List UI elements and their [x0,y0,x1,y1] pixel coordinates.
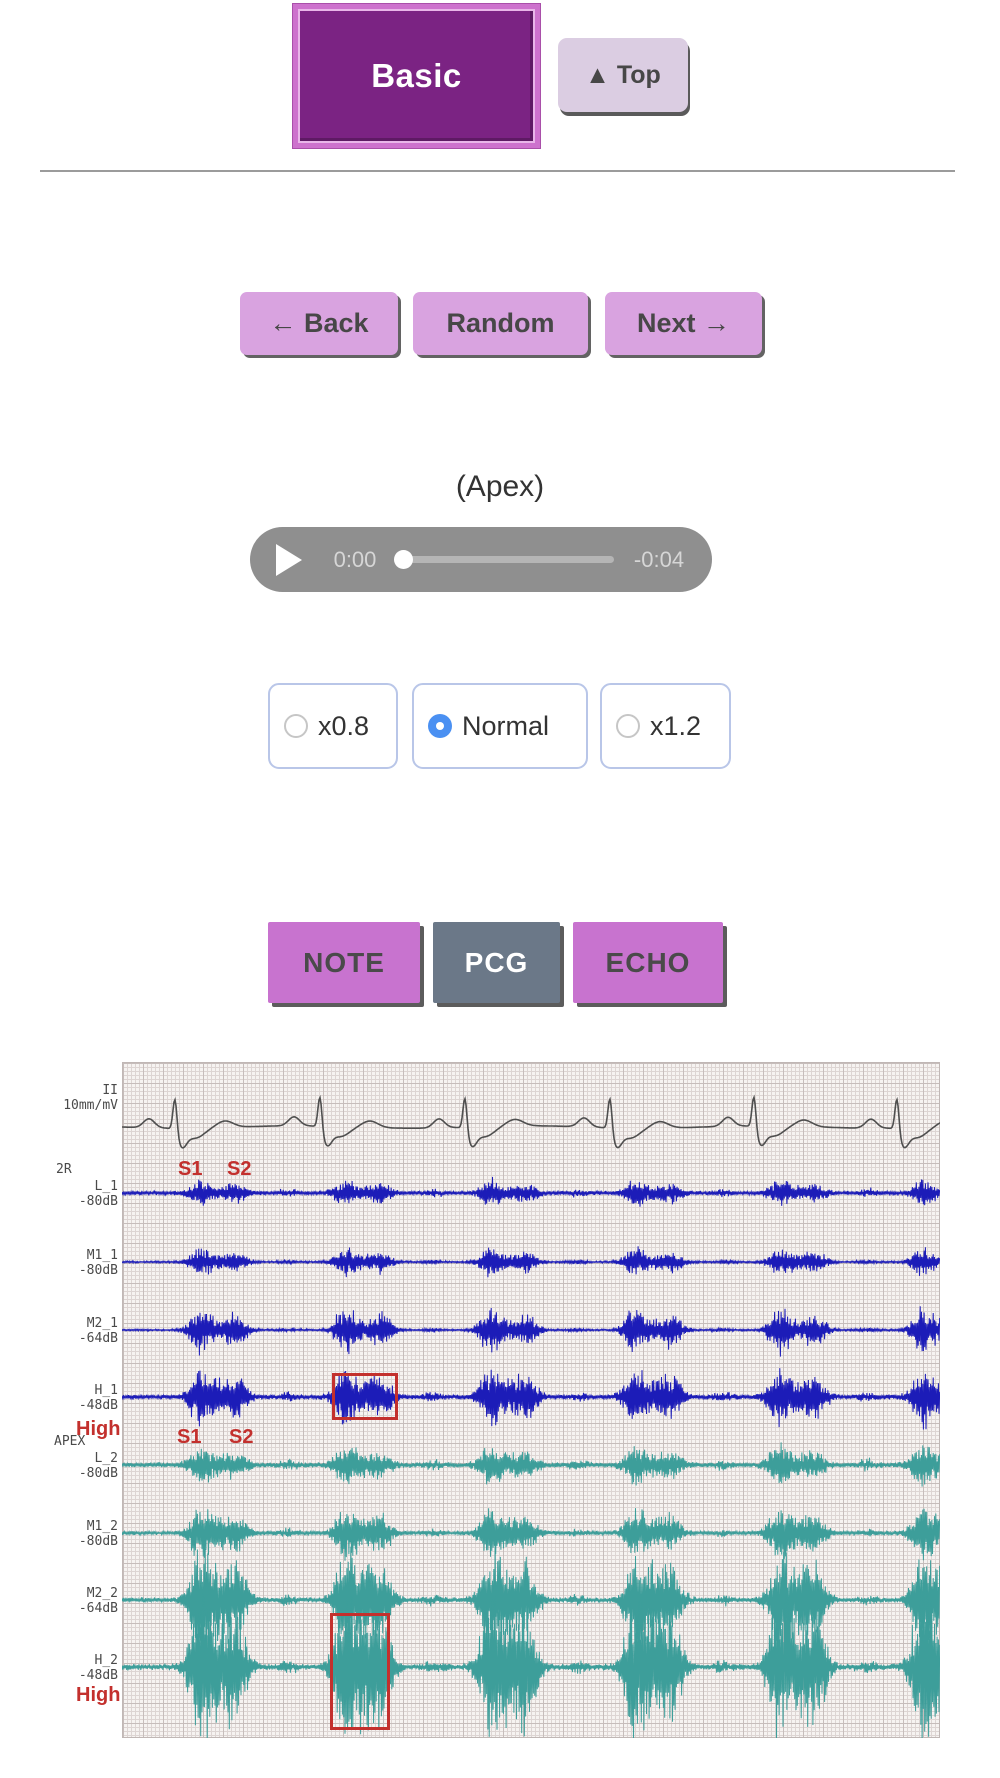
tab-echo-label: ECHO [605,946,691,978]
tab-note[interactable]: NOTE [268,922,420,1003]
speed-option-x08[interactable]: x0.8 [268,683,398,769]
audio-player: 0:00 -0:04 [250,527,712,592]
radio-icon[interactable] [616,714,640,738]
pcg-channel-label-L_2: L_2 -80dB [78,1451,118,1481]
pcg-trace-M2_2 [122,1541,940,1655]
pcg-annotation-s1-3: S1 [177,1426,202,1448]
pcg-trace-L_1 [122,1176,940,1207]
radio-icon[interactable] [428,714,452,738]
scroll-top-label: ▲ Top [585,60,661,89]
remaining-time: -0:04 [633,546,685,572]
pcg-site-label-2r: 2R [56,1162,72,1177]
pcg-channel-label-II: II 10mm/mV [63,1083,118,1113]
radio-icon[interactable] [284,714,308,738]
random-button[interactable]: Random [413,292,588,355]
header-divider [40,170,955,172]
pcg-highlight-box-1 [332,1373,398,1420]
pcg-highlight-box-2 [330,1613,390,1730]
pcg-annotation-s2-4: S2 [229,1426,254,1448]
tab-echo[interactable]: ECHO [573,922,723,1003]
seek-track [394,556,614,563]
speed-option-normal[interactable]: Normal [412,683,588,769]
play-icon[interactable] [276,543,302,576]
basic-button-label: Basic [371,57,462,94]
pcg-site-label-apex: APEX [54,1434,86,1449]
pcg-channel-label-M2_2: M2_2 -64dB [78,1586,118,1616]
pcg-annotation-high-2: High [76,1418,121,1440]
speed-option-x12[interactable]: x1.2 [600,683,731,769]
pcg-annotation-s1-0: S1 [178,1158,203,1180]
seek-thumb[interactable] [394,550,413,569]
pcg-trace-M1_2 [122,1508,940,1561]
pcg-trace-M2_1 [122,1306,940,1357]
pcg-trace-L_2 [122,1442,940,1487]
back-button-label: ← Back [269,308,369,338]
pcg-channel-label-L_1: L_1 -80dB [78,1179,118,1209]
tab-note-label: NOTE [303,946,385,978]
back-button[interactable]: ← Back [240,292,398,355]
next-button[interactable]: Next → [605,292,762,355]
pcg-traces [122,1094,940,1738]
tab-pcg[interactable]: PCG [433,922,560,1003]
pcg-channel-label-H_1: H_1 -48dB [78,1383,118,1413]
random-button-label: Random [446,308,555,338]
pcg-channel-label-H_2: H_2 -48dB [78,1653,118,1683]
current-time: 0:00 [333,546,377,572]
pcg-channel-label-M1_2: M1_2 -80dB [78,1519,118,1549]
tab-pcg-label: PCG [464,946,529,978]
seek-bar[interactable] [394,550,614,569]
pcg-annotation-high-5: High [76,1684,121,1706]
pcg-channel-label-M1_1: M1_1 -80dB [78,1248,118,1278]
pcg-chart: II 10mm/mV L_1 -80dB M1_1 -80dB M2_1 -64dB H… [40,1062,940,1738]
speed-option-label: x1.2 [650,710,702,741]
speed-option-label: Normal [462,710,550,741]
pcg-channel-label-M2_1: M2_1 -64dB [78,1316,118,1346]
next-button-label: Next → [636,308,731,338]
pcg-trace-H_1 [122,1368,940,1430]
scroll-top-button[interactable]: ▲ Top [558,38,688,112]
pcg-trace-M1_1 [122,1246,940,1278]
speed-option-label: x0.8 [318,710,370,741]
audio-title: (Apex) [455,470,545,503]
pcg-annotation-s2-1: S2 [227,1158,252,1180]
basic-button[interactable]: Basic [292,3,541,149]
pcg-trace-II [122,1094,940,1149]
